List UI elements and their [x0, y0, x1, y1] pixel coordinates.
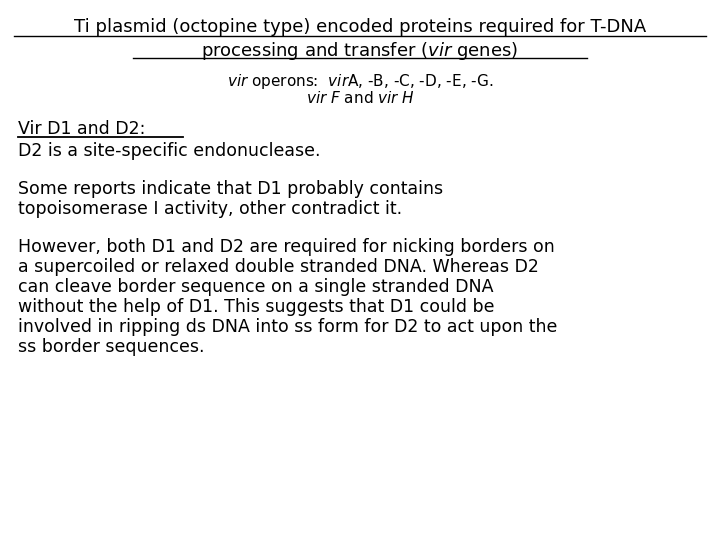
- Text: However, both D1 and D2 are required for nicking borders on: However, both D1 and D2 are required for…: [18, 238, 554, 256]
- Text: ss border sequences.: ss border sequences.: [18, 338, 204, 356]
- Text: topoisomerase I activity, other contradict it.: topoisomerase I activity, other contradi…: [18, 200, 402, 218]
- Text: Ti plasmid (octopine type) encoded proteins required for T-DNA: Ti plasmid (octopine type) encoded prote…: [74, 18, 646, 36]
- Text: Some reports indicate that D1 probably contains: Some reports indicate that D1 probably c…: [18, 180, 443, 198]
- Text: involved in ripping ds DNA into ss form for D2 to act upon the: involved in ripping ds DNA into ss form …: [18, 318, 557, 336]
- Text: processing and transfer ($\it{vir}$ genes): processing and transfer ($\it{vir}$ gene…: [202, 40, 518, 62]
- Text: $\it{vir}$ operons:  $\it{vir}$A, -B, -C, -D, -E, -G.: $\it{vir}$ operons: $\it{vir}$A, -B, -C,…: [227, 72, 493, 91]
- Text: Vir D1 and D2:: Vir D1 and D2:: [18, 120, 145, 138]
- Text: can cleave border sequence on a single stranded DNA: can cleave border sequence on a single s…: [18, 278, 493, 296]
- Text: D2 is a site-specific endonuclease.: D2 is a site-specific endonuclease.: [18, 142, 320, 160]
- Text: $\it{vir}$ $\it{F}$ and $\it{vir}$ $\it{H}$: $\it{vir}$ $\it{F}$ and $\it{vir}$ $\it{…: [305, 90, 415, 106]
- Text: without the help of D1. This suggests that D1 could be: without the help of D1. This suggests th…: [18, 298, 495, 316]
- Text: a supercoiled or relaxed double stranded DNA. Whereas D2: a supercoiled or relaxed double stranded…: [18, 258, 539, 276]
